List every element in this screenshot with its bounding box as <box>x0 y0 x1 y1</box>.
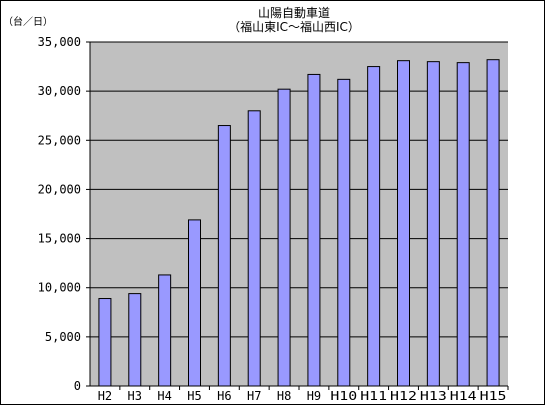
x-tick-label: H2 <box>98 389 112 403</box>
bar <box>247 110 261 387</box>
bar <box>128 293 142 387</box>
x-tick-label: H3 <box>128 389 142 403</box>
x-tick-label: H9 <box>307 389 321 403</box>
bars <box>98 59 500 387</box>
x-tick-label: H13 <box>420 389 447 403</box>
bar <box>486 59 500 387</box>
bar <box>188 219 201 387</box>
y-tick-labels: 0 5,000 10,000 15,000 20,000 25,000 30,000 35,0… <box>38 35 81 393</box>
x-tick-label: H10 <box>330 389 357 403</box>
bar <box>456 62 470 387</box>
y-tick-label: 10,000 <box>38 281 81 295</box>
bar <box>337 78 351 387</box>
x-tick-label: H7 <box>247 389 261 403</box>
y-tick-label: 20,000 <box>38 182 81 196</box>
bar <box>307 73 321 387</box>
y-tick-label: 25,000 <box>38 133 81 147</box>
y-tick-label: 30,000 <box>38 84 81 98</box>
y-tick-label: 15,000 <box>38 232 81 246</box>
bar <box>397 60 410 387</box>
chart-subtitle: （福山東IC～福山西IC） <box>228 19 360 34</box>
bar <box>98 298 112 387</box>
x-tick-label: H14 <box>450 389 477 403</box>
y-tick-label: 5,000 <box>45 330 81 344</box>
y-tick-label: 0 <box>74 379 81 393</box>
x-tick-labels: H2 H3 H4 H5 H6 H7 H8 H9 H10 H11 H12 H13 H14 H15 <box>98 389 507 403</box>
chart-title: 山陽自動車道 <box>258 6 330 20</box>
x-tick-label: H15 <box>480 389 507 403</box>
plot-area <box>90 42 508 386</box>
bar <box>426 61 440 387</box>
y-tick-label: 35,000 <box>38 35 81 49</box>
axes <box>86 41 509 390</box>
x-tick-label: H12 <box>390 389 417 403</box>
x-tick-label: H6 <box>217 389 231 403</box>
bar <box>367 66 381 387</box>
x-tick-label: H8 <box>277 389 291 403</box>
x-tick-label: H5 <box>187 389 201 403</box>
bar <box>217 125 231 387</box>
bar <box>277 88 291 387</box>
x-tick-label: H4 <box>157 389 171 403</box>
x-tick-label: H11 <box>360 389 387 403</box>
y-axis-unit-label: （台／日） <box>3 15 53 28</box>
bar <box>158 274 172 387</box>
